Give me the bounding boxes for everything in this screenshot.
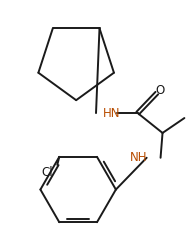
Text: O: O <box>155 84 164 97</box>
Text: HN: HN <box>103 107 121 120</box>
Text: NH: NH <box>130 151 148 164</box>
Text: Cl: Cl <box>42 166 53 179</box>
